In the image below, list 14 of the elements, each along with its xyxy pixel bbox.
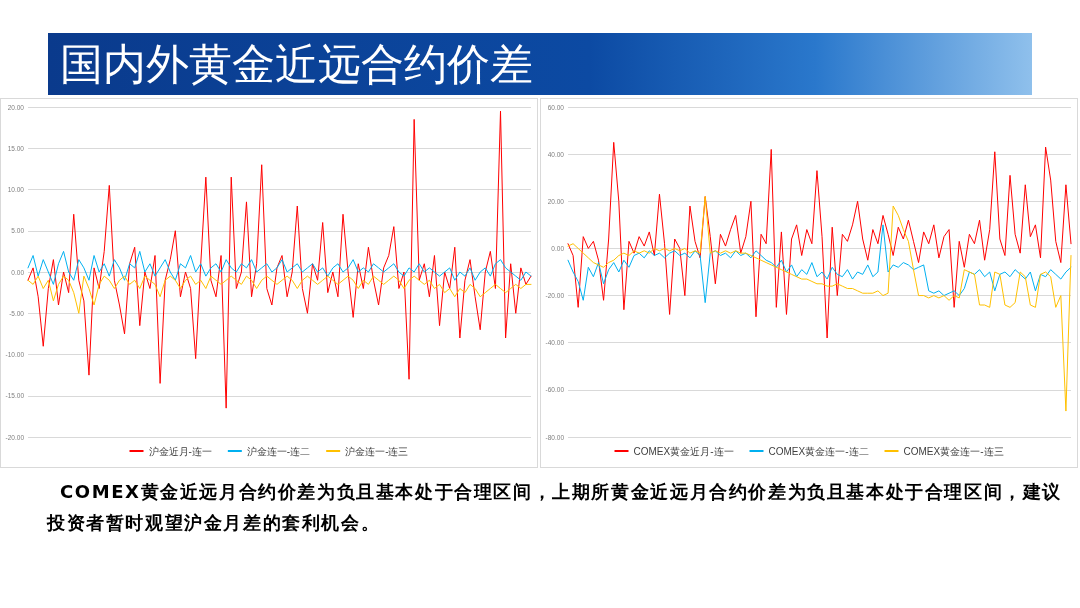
chart-title: 国内外黄金近远合约价差 xyxy=(60,38,533,90)
line-series xyxy=(567,224,1072,304)
line-series xyxy=(27,275,532,314)
line-series xyxy=(27,110,532,409)
legend-label: COMEX黄金近月-连一 xyxy=(633,445,734,457)
legend-label: 沪金连一-连二 xyxy=(246,445,311,457)
line-series xyxy=(27,250,532,285)
legend-label: 沪金连一-连三 xyxy=(345,445,409,457)
line-series xyxy=(567,196,1072,412)
legend-label: COMEX黄金连一-连三 xyxy=(903,445,1004,457)
line-series xyxy=(567,141,1072,339)
text: COMEX黄金近远月合约价差为负且基本处于合理区间，上期所黄金近远月合约价差为负且基本处于合理区间，建议投资者暂时观望沪金月差的套利机会。 xyxy=(47,480,1062,535)
legend-label: 沪金近月-连一 xyxy=(148,445,212,457)
legend-label: COMEX黄金连一-连二 xyxy=(768,445,869,457)
